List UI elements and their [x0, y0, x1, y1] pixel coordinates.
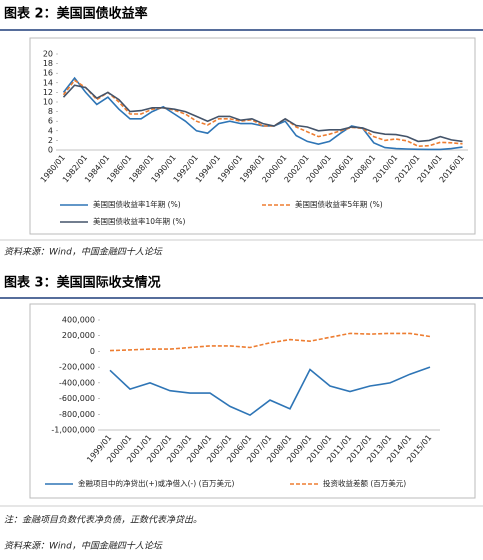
y-tick-label: 6: [48, 117, 53, 126]
figure-title: 图表 3：美国国际收支情况: [4, 275, 161, 291]
legend-label: 投资收益差额 (百万美元): [323, 478, 406, 488]
series-line: [62, 79, 463, 148]
legend-label: 美国国债收益率5年期 (%): [295, 199, 383, 209]
figure-title: 图表 2：美国国债收益率: [4, 6, 148, 22]
y-tick-label: 16: [43, 69, 53, 78]
source: 资料来源：Wind，中国金融四十人论坛: [4, 247, 163, 258]
y-tick-label: -400,000: [59, 378, 95, 387]
series-line: [109, 366, 431, 417]
y-tick-label: 200,000: [62, 331, 95, 340]
legend-label: 金融项目中的净贷出(+)或净借入(-) (百万美元): [78, 478, 235, 488]
y-tick-label: 18: [43, 59, 53, 68]
y-tick-label: 4: [48, 126, 53, 135]
series-line: [109, 332, 431, 352]
y-tick-label: 8: [48, 107, 53, 116]
y-tick-label: -200,000: [59, 363, 95, 372]
y-tick-label: 0: [90, 347, 95, 356]
y-tick-label: -600,000: [59, 394, 95, 403]
y-tick-label: 0: [48, 146, 53, 155]
y-tick-label: -1,000,000: [51, 426, 95, 435]
series-line: [62, 84, 463, 143]
legend-label: 美国国债收益率10年期 (%): [93, 216, 185, 226]
y-tick-label: 400,000: [62, 316, 95, 325]
y-tick-label: 14: [43, 78, 53, 87]
note: 注：金融项目负数代表净负债，正数代表净贷出。: [4, 515, 202, 526]
series-line: [62, 76, 463, 151]
chart-frame: [29, 303, 476, 499]
y-tick-label: 2: [48, 136, 53, 145]
y-tick-label: -800,000: [59, 410, 95, 419]
legend-label: 美国国债收益率1年期 (%): [93, 199, 181, 209]
source: 资料来源：Wind，中国金融四十人论坛: [4, 541, 163, 552]
chart-frame: [29, 37, 476, 235]
y-tick-label: 10: [43, 98, 53, 107]
y-tick-label: 12: [43, 88, 53, 97]
y-tick-label: 20: [43, 50, 53, 59]
